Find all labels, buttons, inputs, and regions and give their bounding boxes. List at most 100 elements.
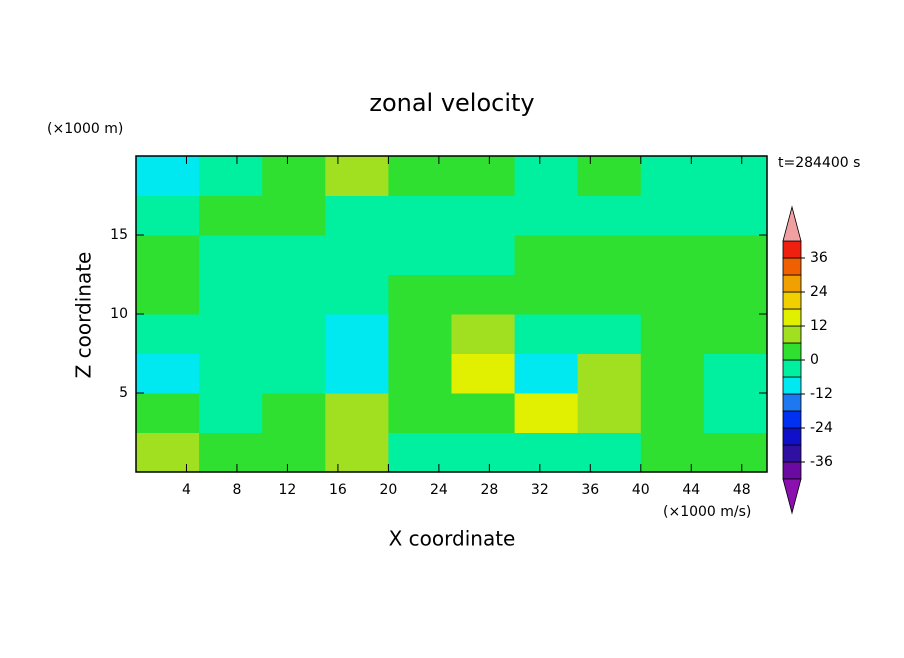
colorbar-under — [782, 478, 802, 515]
contour-cell — [514, 235, 579, 275]
contour-cell — [325, 353, 389, 394]
colorbar-tick-label: -36 — [810, 454, 833, 470]
contour-cell — [640, 274, 705, 315]
contour-cell — [703, 432, 768, 473]
x-tick-label: 32 — [531, 482, 549, 498]
contour-cell — [388, 235, 452, 275]
contour-cell — [262, 235, 326, 275]
contour-cell — [640, 195, 705, 236]
contour-cell — [199, 274, 263, 315]
contour-cell — [451, 314, 516, 354]
x-tick-label: 8 — [232, 482, 241, 498]
contour-cell — [388, 432, 452, 473]
contour-cell — [199, 235, 263, 275]
contour-cell — [325, 314, 389, 354]
colorbar-box — [782, 308, 802, 327]
contour-cell — [388, 314, 452, 354]
x-tick-label: 48 — [733, 482, 751, 498]
contour-cell — [514, 156, 579, 196]
contour-cell — [325, 274, 389, 315]
colorbar-box — [782, 461, 802, 480]
contour-cell — [703, 274, 768, 315]
contour-cell — [703, 314, 768, 354]
contour-cell — [640, 235, 705, 275]
contour-cell — [640, 432, 705, 473]
x-tick-label: 12 — [279, 482, 297, 498]
contour-cell — [514, 195, 579, 236]
contour-cell — [262, 314, 326, 354]
contour-cell — [136, 393, 200, 433]
contour-cell — [388, 393, 452, 433]
contour-cell — [262, 393, 326, 433]
x-tick-label: 28 — [480, 482, 498, 498]
contour-cell — [703, 195, 768, 236]
contour-cell — [262, 274, 326, 315]
contour-cell — [325, 195, 389, 236]
contour-cell — [451, 432, 516, 473]
contour-cell — [262, 156, 326, 196]
contour-cell — [325, 235, 389, 275]
colorbar-box — [782, 257, 802, 276]
colorbar-box — [782, 325, 802, 344]
colorbar-box — [782, 240, 802, 259]
contour-cell — [577, 314, 642, 354]
contour-cell — [577, 235, 642, 275]
contour-cell — [451, 353, 516, 394]
contour-cell — [577, 156, 642, 196]
colorbar-box — [782, 427, 802, 446]
contour-cell — [514, 314, 579, 354]
contour-cell — [388, 353, 452, 394]
contour-cell — [199, 156, 263, 196]
contour-cell — [325, 393, 389, 433]
contour-cell — [136, 274, 200, 315]
contour-cell — [262, 432, 326, 473]
contour-cell — [703, 393, 768, 433]
contour-cell — [451, 393, 516, 433]
contour-cell — [136, 235, 200, 275]
contour-cell — [136, 195, 200, 236]
contour-cell — [514, 393, 579, 433]
x-tick-label: 4 — [182, 482, 191, 498]
contour-cell — [325, 156, 389, 196]
contour-cell — [388, 274, 452, 315]
colorbar-tick-label: -24 — [810, 420, 833, 436]
contour-cell — [199, 432, 263, 473]
contour-cell — [640, 393, 705, 433]
y-unit-label: (×1000 m) — [47, 121, 123, 137]
contour-cell — [640, 314, 705, 354]
contour-cell — [577, 353, 642, 394]
contour-cell — [136, 432, 200, 473]
colorbar-tick-label: 36 — [810, 250, 828, 266]
contour-cell — [577, 393, 642, 433]
colorbar-box — [782, 410, 802, 429]
colorbar-box — [782, 376, 802, 395]
contour-cell — [136, 353, 200, 394]
colorbar-box — [782, 291, 802, 310]
contour-cell — [577, 195, 642, 236]
contour-cell — [262, 353, 326, 394]
contour-cell — [703, 235, 768, 275]
contour-cell — [199, 314, 263, 354]
x-tick-label: 20 — [379, 482, 397, 498]
contour-cell — [136, 156, 200, 196]
contour-cell — [514, 432, 579, 473]
x-unit-label: (×1000 m/s) — [663, 504, 751, 520]
colorbar-box — [782, 444, 802, 463]
y-tick-label: 10 — [110, 306, 128, 322]
colorbar-box — [782, 359, 802, 378]
contour-cell — [325, 432, 389, 473]
contour-cell — [703, 156, 768, 196]
contour-cell — [451, 235, 516, 275]
y-axis-label: Z coordinate — [72, 252, 96, 379]
y-tick-label: 15 — [110, 227, 128, 243]
contour-cell — [199, 393, 263, 433]
colorbar-box — [782, 342, 802, 361]
x-tick-label: 40 — [632, 482, 650, 498]
x-axis-label: X coordinate — [389, 527, 516, 551]
contour-cell — [640, 156, 705, 196]
contour-cell — [514, 353, 579, 394]
contour-cell — [262, 195, 326, 236]
colorbar-box — [782, 274, 802, 293]
x-tick-label: 16 — [329, 482, 347, 498]
